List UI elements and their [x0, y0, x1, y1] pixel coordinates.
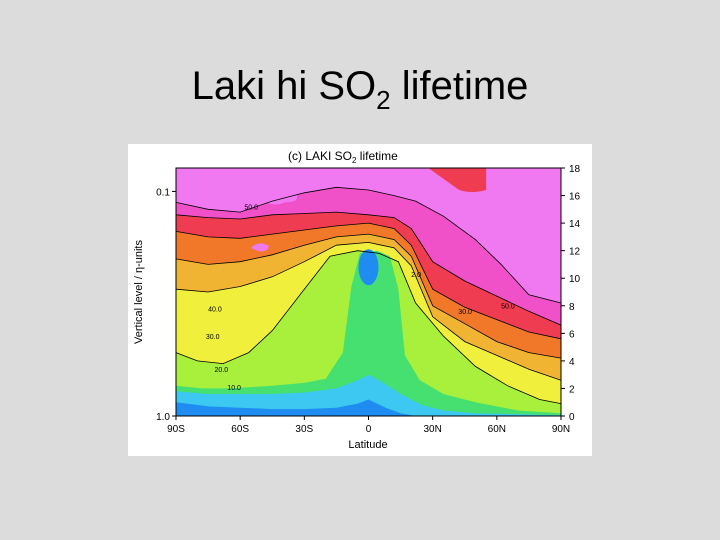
y-right-tick-label: 14 — [569, 219, 581, 230]
contour-line-4 — [175, 233, 562, 359]
y-right-tick-label: 16 — [569, 192, 581, 203]
contour-label: 40.0 — [208, 306, 222, 313]
contour-label: 2.0 — [411, 272, 421, 279]
y-right-tick-label: 4 — [569, 357, 575, 368]
contour-label: 50.0 — [501, 304, 515, 311]
contour-line-1 — [175, 186, 562, 304]
x-tick-label: 60N — [488, 424, 506, 435]
chart-figure: (c) LAKI SO2 lifetime 50.0 40.0 30.0 20.0 10… — [128, 144, 592, 456]
slide-title: Laki hi SO2 lifetime — [0, 64, 720, 116]
x-tick-label: 90S — [167, 424, 185, 435]
plot-area — [176, 168, 561, 416]
color-band-core — [358, 249, 379, 286]
slide-title-main: Laki hi SO — [191, 64, 377, 108]
y-axis-left: 0.1 1.0 — [156, 187, 176, 423]
x-tick-label: 30N — [423, 424, 441, 435]
y-right-tick-label: 2 — [569, 384, 575, 395]
y-right-tick-label: 10 — [569, 274, 581, 285]
x-tick-label: 60S — [231, 424, 249, 435]
y-right-tick-label: 12 — [569, 247, 581, 258]
contour-label: 30.0 — [458, 309, 472, 316]
x-tick-label: 30S — [295, 424, 313, 435]
x-tick-label: 0 — [366, 424, 372, 435]
contour-label: 50.0 — [244, 204, 258, 211]
y-axis-right: 18 16 14 12 10 8 6 4 2 0 — [561, 164, 581, 423]
contour-labels: 50.0 40.0 30.0 20.0 10.0 2.0 30.0 50.0 — [206, 204, 515, 391]
contour-chart: (c) LAKI SO2 lifetime 50.040.030.020.010… — [133, 149, 581, 451]
color-band-3 — [176, 250, 561, 416]
color-pocket-left-low — [250, 243, 269, 252]
y-right-tick-label: 18 — [569, 164, 581, 175]
contour-line-2 — [175, 211, 562, 326]
chart-title-subscript: 2 — [352, 156, 357, 165]
y-right-tick-label: 6 — [569, 329, 575, 340]
color-pocket-right — [428, 168, 487, 193]
x-axis-label: Latitude — [348, 439, 387, 451]
contour-lines — [175, 186, 562, 404]
slide-title-tail: lifetime — [390, 64, 529, 108]
contour-line-6 — [175, 250, 562, 404]
chart-title-suffix: lifetime — [356, 149, 398, 163]
y-right-tick-label: 0 — [569, 412, 575, 423]
y-right-tick-label: 8 — [569, 302, 575, 313]
y-left-tick-label: 1.0 — [156, 412, 170, 423]
chart-title: (c) LAKI SO2 lifetime — [288, 149, 398, 165]
y-axis-label: Vertical level / η-units — [133, 240, 145, 344]
slide-title-subscript: 2 — [376, 85, 391, 115]
contour-line-3 — [175, 222, 562, 340]
contour-label: 10.0 — [227, 385, 241, 392]
color-band-2 — [176, 374, 561, 416]
contour-label: 30.0 — [206, 334, 220, 341]
x-axis: 90S 60S 30S 0 30N 60N 90N — [167, 416, 570, 435]
color-band-1 — [176, 399, 561, 416]
chart-title-prefix: (c) LAKI SO — [288, 149, 352, 163]
y-left-tick-label: 0.1 — [156, 187, 170, 198]
contour-label: 20.0 — [215, 367, 229, 374]
color-pocket-left — [261, 187, 298, 205]
contour-line-5 — [175, 241, 562, 381]
x-tick-label: 90N — [552, 424, 570, 435]
